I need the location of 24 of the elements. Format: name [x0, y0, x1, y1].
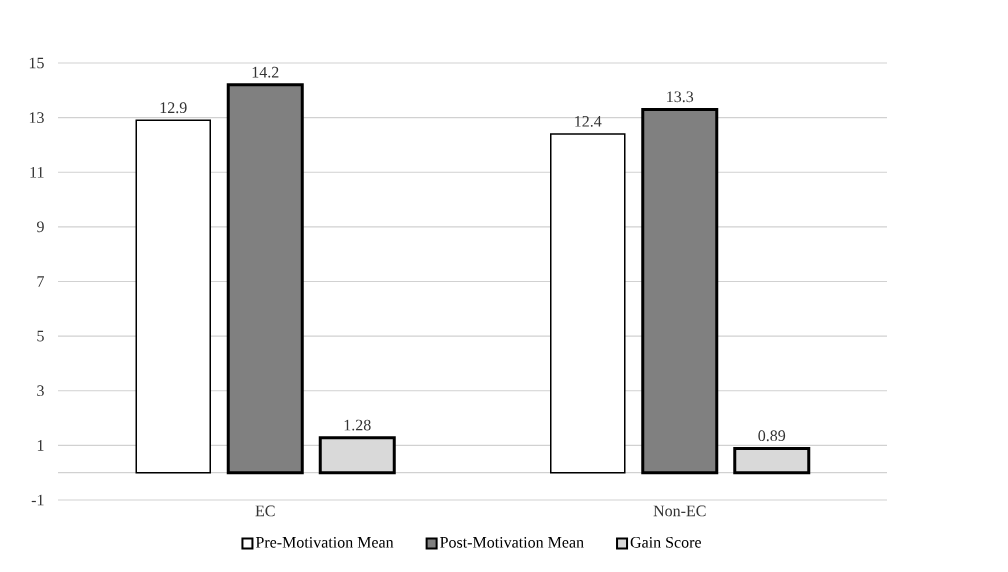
x-tick-label: EC	[255, 505, 275, 517]
y-tick-label: -1	[31, 494, 44, 506]
y-tick-label: 3	[37, 385, 44, 397]
data-label: 12.4	[575, 115, 602, 127]
y-tick-label: 9	[36, 221, 44, 233]
y-tick-label: 15	[29, 57, 44, 69]
y-tick-label: 5	[37, 330, 44, 342]
y-tick-label: 13	[29, 112, 44, 123]
data-label: 13.3	[667, 91, 694, 103]
bar	[641, 107, 719, 475]
data-label: 0.89	[758, 430, 786, 442]
data-label: 12.9	[160, 102, 187, 114]
legend-label: Pre-Motivation Mean	[255, 536, 394, 548]
data-label: 14.2	[252, 66, 279, 78]
data-label: 1.28	[344, 419, 371, 431]
legend-label: Post-Motivation Mean	[440, 536, 584, 548]
bar	[550, 133, 626, 474]
legend-label: Gain Score	[630, 536, 701, 548]
x-tick-label: Non-EC	[653, 505, 706, 517]
bar	[226, 83, 304, 475]
y-tick-label: 1	[37, 440, 44, 451]
y-tick-label: 7	[37, 276, 45, 287]
bar	[135, 119, 211, 474]
y-tick-label: 11	[30, 166, 44, 178]
